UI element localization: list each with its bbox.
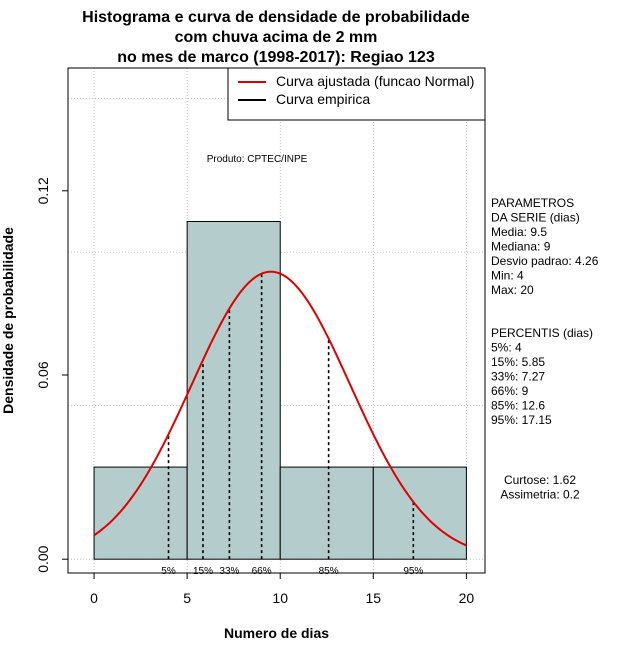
chart-titles: Histograma e curva de densidade de proba… bbox=[82, 9, 470, 66]
percentile-label: 95% bbox=[403, 566, 423, 577]
percentile-label: 15% bbox=[193, 566, 213, 577]
param-line: Min: 4 bbox=[491, 269, 524, 283]
chart-title-line: no mes de marco (1998-2017): Regiao 123 bbox=[117, 49, 435, 66]
percentile-label: 33% bbox=[219, 566, 239, 577]
legend-label: Curva empirica bbox=[276, 91, 370, 107]
param-line: Max: 20 bbox=[491, 283, 534, 297]
percentil-line: 33%: 7.27 bbox=[491, 370, 545, 384]
annotation-layer: Produto: CPTEC/INPE bbox=[207, 154, 308, 165]
param-line: Media: 9.5 bbox=[491, 225, 547, 239]
chart-title-line: com chuva acima de 2 mm bbox=[175, 29, 378, 46]
x-tick-label: 20 bbox=[459, 590, 475, 606]
y-tick-label: 0.06 bbox=[35, 361, 51, 388]
x-tick-label: 0 bbox=[90, 590, 98, 606]
y-tick-label: 0.00 bbox=[35, 545, 51, 572]
chart-title-line: Histograma e curva de densidade de proba… bbox=[82, 9, 470, 26]
x-tick-label: 5 bbox=[183, 590, 191, 606]
param-line: Mediana: 9 bbox=[491, 240, 551, 254]
normal-curve-layer bbox=[93, 270, 467, 547]
percentile-label: 85% bbox=[319, 566, 339, 577]
percentil-line: 15%: 5.85 bbox=[491, 355, 545, 369]
product-annotation: Produto: CPTEC/INPE bbox=[207, 154, 308, 165]
param-line: DA SERIE (dias) bbox=[491, 211, 580, 225]
percentile-label: 5% bbox=[161, 566, 176, 577]
percentil-line: 95%: 17.15 bbox=[491, 413, 552, 427]
histogram-bars bbox=[93, 220, 467, 560]
percentile-markers: 5% 15% 33% 66% 85% 95% bbox=[161, 273, 423, 577]
normal-curve bbox=[93, 270, 467, 547]
param-line: PARAMETROS bbox=[491, 196, 574, 210]
percentil-line: PERCENTIS (dias) bbox=[491, 326, 593, 340]
legend-box bbox=[227, 67, 486, 121]
x-tick-label: 10 bbox=[272, 590, 288, 606]
y-axis-label: Densidade de probabilidade bbox=[0, 227, 16, 414]
percentil-line: 85%: 12.6 bbox=[491, 399, 545, 413]
histogram-bar bbox=[372, 466, 467, 560]
stat-line: Curtose: 1.62 bbox=[504, 473, 576, 487]
y-tick-label: 0.12 bbox=[35, 177, 51, 204]
percentile-label: 66% bbox=[252, 566, 272, 577]
x-axis-label: Numero de dias bbox=[224, 625, 329, 641]
stat-line: Assimetria: 0.2 bbox=[500, 488, 580, 502]
percentil-line: 5%: 4 bbox=[491, 341, 522, 355]
legend: Curva ajustada (funcao Normal) Curva empi… bbox=[227, 67, 486, 121]
legend-label: Curva ajustada (funcao Normal) bbox=[276, 73, 474, 89]
percentil-line: 66%: 9 bbox=[491, 384, 529, 398]
histogram-bar bbox=[93, 466, 188, 560]
x-tick-label: 15 bbox=[366, 590, 382, 606]
histogram-bar bbox=[279, 466, 374, 560]
param-line: Desvio padrao: 4.26 bbox=[491, 254, 599, 268]
axes: 0 5 10 15 20 0.00 0.06 0.12 Numero de dias Densid… bbox=[0, 67, 486, 641]
